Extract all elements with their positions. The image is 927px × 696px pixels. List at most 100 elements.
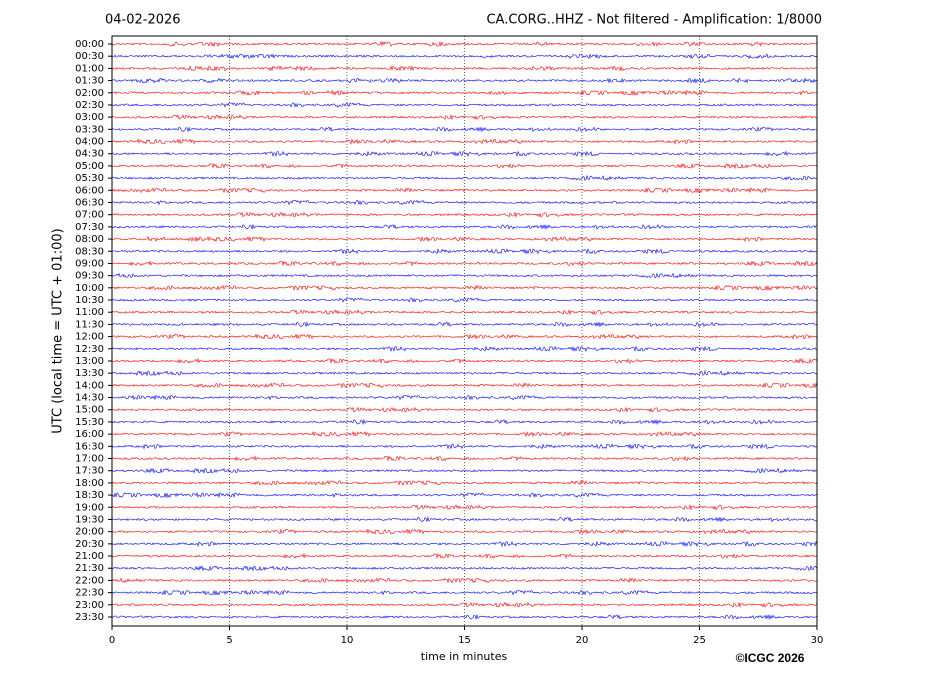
y-tick-label: 19:30 — [75, 514, 104, 525]
copyright: ©ICGC 2026 — [736, 651, 805, 665]
y-tick-label: 14:30 — [75, 393, 104, 404]
seismic-trace — [111, 565, 818, 572]
y-tick-label: 01:00 — [75, 63, 104, 74]
x-axis-label: time in minutes — [421, 650, 508, 663]
y-tick-label: 20:30 — [75, 539, 104, 550]
x-tick-label: 20 — [576, 635, 589, 646]
seismic-trace — [111, 235, 818, 243]
seismic-trace — [111, 114, 818, 121]
x-tick-label: 25 — [693, 635, 706, 646]
seismic-trace — [111, 223, 818, 231]
y-tick-label: 06:00 — [75, 185, 104, 196]
seismic-trace — [111, 187, 818, 194]
seismic-trace — [111, 540, 818, 548]
y-tick-label: 23:30 — [75, 612, 104, 623]
y-tick-label: 04:30 — [75, 149, 104, 160]
date: 04-02-2026 — [105, 13, 181, 28]
y-tick-label: 14:00 — [75, 380, 104, 391]
y-tick-label: 22:00 — [75, 575, 104, 586]
y-tick-label: 08:30 — [75, 246, 104, 257]
y-tick-label: 12:30 — [75, 344, 104, 355]
y-tick-label: 00:00 — [75, 39, 104, 50]
seismic-trace — [111, 211, 818, 218]
seismic-trace — [111, 394, 818, 401]
seismic-trace — [111, 504, 818, 511]
seismic-trace — [111, 138, 818, 145]
y-tick-label: 20:00 — [75, 527, 104, 538]
y-tick-label: 00:30 — [75, 51, 104, 62]
y-tick-label: 06:30 — [75, 197, 104, 208]
seismic-trace — [111, 577, 818, 584]
seismic-trace — [111, 77, 818, 84]
seismic-trace — [111, 150, 818, 157]
seismic-trace — [111, 516, 818, 523]
seismic-trace — [111, 272, 818, 279]
seismic-trace — [111, 102, 818, 108]
seismic-trace — [111, 89, 818, 96]
y-tick-label: 17:00 — [75, 454, 104, 465]
y-tick-label: 03:30 — [75, 124, 104, 135]
y-tick-label: 07:00 — [75, 210, 104, 221]
x-tick-label: 30 — [811, 635, 824, 646]
seismic-trace — [111, 53, 818, 60]
seismic-trace — [111, 443, 818, 450]
y-tick-label: 09:30 — [75, 271, 104, 282]
y-tick-label: 02:00 — [75, 88, 104, 99]
seismic-trace — [111, 162, 818, 170]
seismic-trace — [111, 613, 818, 621]
seismic-trace — [111, 528, 818, 535]
seismic-trace — [111, 174, 818, 181]
seismic-trace — [111, 248, 818, 255]
y-tick-label: 03:00 — [75, 112, 104, 123]
y-tick-label: 11:00 — [75, 307, 104, 318]
seismic-trace — [111, 382, 818, 389]
y-tick-label: 02:30 — [75, 100, 104, 111]
chart-title: CA.CORG..HHZ - Not filtered - Amplificat… — [486, 13, 822, 28]
y-tick-label: 16:00 — [75, 429, 104, 440]
seismic-trace — [111, 345, 818, 353]
y-axis-label: UTC (local time = UTC + 01:00) — [51, 228, 66, 433]
y-tick-label: 21:30 — [75, 563, 104, 574]
seismic-trace — [111, 467, 818, 475]
seismic-trace — [111, 406, 818, 413]
y-tick-label: 23:00 — [75, 600, 104, 611]
seismic-trace — [111, 333, 818, 340]
seismic-trace — [111, 297, 818, 303]
x-tick-label: 0 — [109, 635, 115, 646]
y-tick-label: 01:30 — [75, 76, 104, 87]
seismic-trace — [111, 40, 818, 48]
seismic-trace — [111, 309, 818, 316]
seismic-trace — [111, 126, 818, 133]
y-tick-label: 17:30 — [75, 466, 104, 477]
y-tick-label: 15:00 — [75, 405, 104, 416]
y-tick-label: 08:00 — [75, 234, 104, 245]
seismic-trace — [111, 321, 818, 328]
seismic-trace — [111, 260, 818, 267]
y-tick-label: 15:30 — [75, 417, 104, 428]
y-tick-label: 10:30 — [75, 295, 104, 306]
y-tick-label: 09:00 — [75, 258, 104, 269]
y-tick-label: 05:30 — [75, 173, 104, 184]
y-tick-label: 04:00 — [75, 137, 104, 148]
seismic-trace — [111, 357, 818, 364]
y-tick-label: 11:30 — [75, 319, 104, 330]
x-tick-label: 10 — [341, 635, 354, 646]
y-tick-label: 18:00 — [75, 478, 104, 489]
seismic-trace — [111, 431, 818, 438]
y-tick-label: 21:00 — [75, 551, 104, 562]
y-tick-label: 13:00 — [75, 356, 104, 367]
seismic-trace — [111, 455, 818, 462]
seismic-trace — [111, 589, 818, 596]
y-tick-label: 05:00 — [75, 161, 104, 172]
seismic-trace — [111, 369, 818, 377]
y-tick-label: 13:30 — [75, 368, 104, 379]
y-tick-label: 16:30 — [75, 441, 104, 452]
y-tick-label: 19:00 — [75, 502, 104, 513]
y-tick-label: 07:30 — [75, 222, 104, 233]
seismic-trace — [111, 552, 818, 560]
seismic-trace — [111, 418, 818, 426]
x-tick-label: 5 — [226, 635, 232, 646]
y-tick-label: 12:00 — [75, 332, 104, 343]
x-tick-label: 15 — [458, 635, 471, 646]
